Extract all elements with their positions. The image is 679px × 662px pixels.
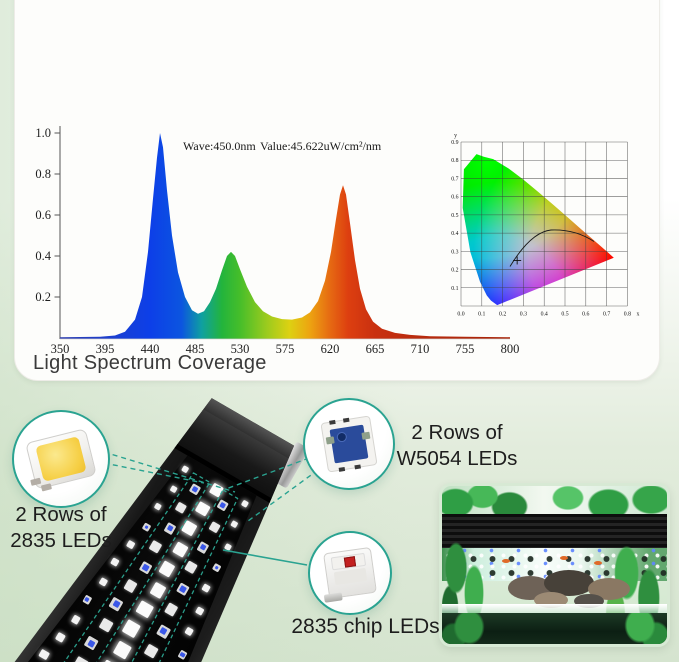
svg-text:395: 395	[96, 342, 115, 356]
svg-text:755: 755	[456, 342, 475, 356]
svg-text:575: 575	[276, 342, 295, 356]
callout-circle-w5054-leds	[303, 398, 395, 490]
chart-caption: Light Spectrum Coverage	[33, 352, 267, 374]
aquarium-photo	[439, 483, 670, 647]
cie-horseshoe-gamut	[462, 154, 614, 306]
stone	[544, 570, 594, 596]
callout-label-line: W5054 LEDs	[396, 447, 518, 471]
svg-text:0.6: 0.6	[582, 312, 589, 318]
spectrum-axes-and-curve: 0.2 0.4 0.6 0.8 1.0 350 395 440 485 530 575 620 665 7…	[35, 126, 519, 356]
w5054-rgb-led-chip-icon	[320, 415, 378, 473]
2835-chip-led-icon	[323, 546, 377, 603]
svg-text:0.8: 0.8	[35, 167, 51, 181]
svg-text:530: 530	[231, 342, 250, 356]
annotation-wave: Wave:450.0nm	[183, 139, 256, 153]
fish	[560, 556, 568, 560]
svg-text:0.0: 0.0	[457, 312, 464, 318]
callout-label-line: 2835 chip LEDs	[291, 615, 440, 638]
svg-text:0.6: 0.6	[451, 195, 458, 201]
spectrum-chart: 0.2 0.4 0.6 0.8 1.0 350 395 440 485 530 575 620 665 7…	[35, 126, 519, 356]
callout-circle-2835-chip	[308, 531, 392, 615]
callout-label-2835-leds: 2 Rows of 2835 LEDs	[0, 502, 122, 554]
svg-text:0.9: 0.9	[451, 140, 458, 146]
cie-white-point-marker	[513, 256, 522, 265]
svg-text:710: 710	[411, 342, 430, 356]
svg-text:0.2: 0.2	[35, 290, 51, 304]
callout-label-w5054-leds: 2 Rows of W5054 LEDs	[392, 420, 522, 472]
svg-text:0.5: 0.5	[561, 312, 568, 318]
fish	[502, 559, 510, 563]
svg-text:0.7: 0.7	[603, 312, 610, 318]
svg-text:0.1: 0.1	[478, 312, 485, 318]
annotation-value: Value:45.622uW/cm²/nm	[260, 139, 382, 153]
svg-text:0.4: 0.4	[451, 231, 458, 237]
svg-text:0.8: 0.8	[624, 312, 631, 318]
stone	[588, 578, 630, 600]
aquarium-lower-section	[442, 613, 667, 644]
svg-text:0.2: 0.2	[451, 268, 458, 274]
cie-grid: 0.1 0.2 0.3 0.4 0.5 0.6 0.7 0.8 0.9 0.0 0.1 0.2 0.3 0…	[451, 133, 639, 318]
svg-text:0.3: 0.3	[451, 249, 458, 255]
svg-text:0.3: 0.3	[520, 312, 527, 318]
svg-text:665: 665	[366, 342, 385, 356]
aquarium-glass-rim	[442, 604, 667, 615]
cie-planckian-locus	[509, 229, 595, 267]
svg-text:0.6: 0.6	[35, 208, 51, 222]
svg-text:620: 620	[321, 342, 340, 356]
callout-label-line: 2 Rows of	[15, 503, 107, 526]
cie-chromaticity-diagram: 0.1 0.2 0.3 0.4 0.5 0.6 0.7 0.8 0.9 0.0 0.1 0.2 0.3 0…	[451, 133, 639, 318]
svg-text:440: 440	[141, 342, 160, 356]
svg-text:y: y	[454, 133, 457, 139]
svg-text:0.7: 0.7	[451, 176, 458, 182]
svg-text:1.0: 1.0	[35, 126, 51, 140]
2835-white-led-chip-icon	[25, 428, 97, 492]
svg-text:350: 350	[51, 342, 70, 356]
callout-label-line: 2 Rows of	[411, 421, 503, 444]
callout-circle-2835-leds	[12, 410, 110, 508]
callout-label-line: 2835 LEDs	[10, 529, 112, 553]
svg-text:0.2: 0.2	[499, 312, 506, 318]
svg-text:0.8: 0.8	[451, 158, 458, 164]
svg-text:0.1: 0.1	[451, 286, 458, 292]
svg-text:x: x	[637, 312, 640, 318]
svg-text:800: 800	[501, 342, 520, 356]
callout-label-2835-chip: 2835 chip LEDs	[283, 614, 448, 641]
svg-text:0.4: 0.4	[35, 249, 51, 263]
svg-text:0.5: 0.5	[451, 213, 458, 219]
svg-text:0.4: 0.4	[541, 312, 548, 318]
svg-text:485: 485	[186, 342, 205, 356]
